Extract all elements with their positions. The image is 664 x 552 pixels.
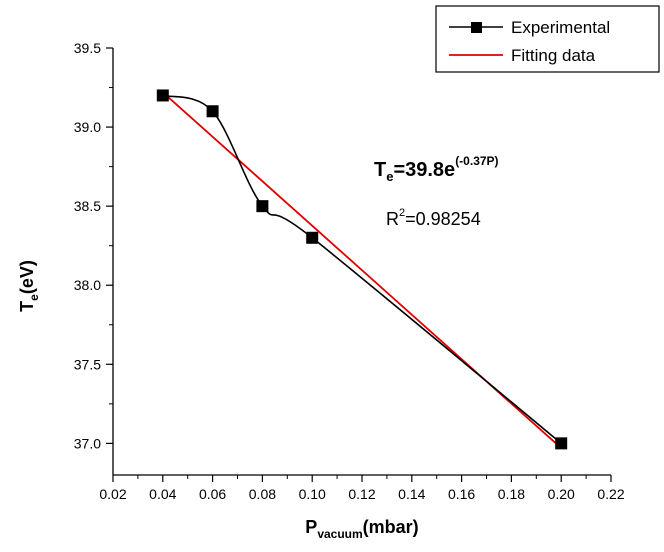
r-squared-body: =0.98254 <box>405 209 481 229</box>
y-tick-label: 38.5 <box>74 198 101 214</box>
equation-sub: e <box>386 169 393 184</box>
y-axis-title-main: T <box>17 301 37 312</box>
x-tick-label: 0.20 <box>548 486 575 502</box>
x-tick-label: 0.18 <box>498 486 525 502</box>
equation-annotation: Te=39.8e(-0.37P) <box>374 154 499 184</box>
r-squared-annotation: R2=0.98254 <box>386 207 481 229</box>
x-tick-label: 0.02 <box>99 486 126 502</box>
x-ticks: 0.02 0.04 0.06 0.08 0.10 0.12 0.14 0.16 0.18 0.20… <box>99 475 625 502</box>
experimental-point <box>306 231 319 244</box>
x-tick-label: 0.16 <box>448 486 475 502</box>
y-tick-label: 38.0 <box>74 277 101 293</box>
legend-experimental-marker <box>471 22 482 33</box>
r-squared-sup: 2 <box>399 207 405 219</box>
y-axis-title-sub: e <box>27 294 41 301</box>
x-axis-title-main: P <box>305 517 317 537</box>
y-axis-title-unit: (eV) <box>17 260 37 294</box>
x-tick-label: 0.12 <box>348 486 375 502</box>
experimental-point <box>256 200 269 213</box>
legend-box <box>435 5 660 73</box>
x-axis-title-unit: (mbar) <box>363 517 419 537</box>
equation-base: T <box>374 159 386 181</box>
y-ticks: 37.0 37.5 38.0 38.5 39.0 39.5 <box>74 40 113 451</box>
experimental-markers <box>156 89 568 450</box>
y-tick-label: 39.0 <box>74 119 101 135</box>
x-axis-title: Pvacuum(mbar) <box>305 517 418 541</box>
equation-exponent: (-0.37P) <box>455 154 498 168</box>
experimental-point <box>206 105 219 118</box>
r-squared-base: R <box>386 209 399 229</box>
y-tick-label: 39.5 <box>74 40 101 56</box>
experimental-point <box>555 437 568 450</box>
x-tick-label: 0.06 <box>199 486 226 502</box>
legend: Experimental Fitting data <box>435 5 660 73</box>
equation-body: =39.8e <box>393 159 455 181</box>
legend-experimental-label: Experimental <box>511 18 610 37</box>
x-axis-title-sub: vacuum <box>317 527 362 541</box>
x-tick-label: 0.14 <box>398 486 425 502</box>
x-tick-label: 0.10 <box>299 486 326 502</box>
x-tick-label: 0.08 <box>249 486 276 502</box>
x-tick-label: 0.04 <box>149 486 176 502</box>
y-tick-label: 37.0 <box>74 435 101 451</box>
y-tick-label: 37.5 <box>74 356 101 372</box>
experimental-point <box>156 89 169 102</box>
y-axis-title: Te(eV) <box>17 260 41 312</box>
x-tick-label: 0.22 <box>597 486 624 502</box>
axes <box>112 48 611 476</box>
legend-fitting-label: Fitting data <box>511 46 596 65</box>
